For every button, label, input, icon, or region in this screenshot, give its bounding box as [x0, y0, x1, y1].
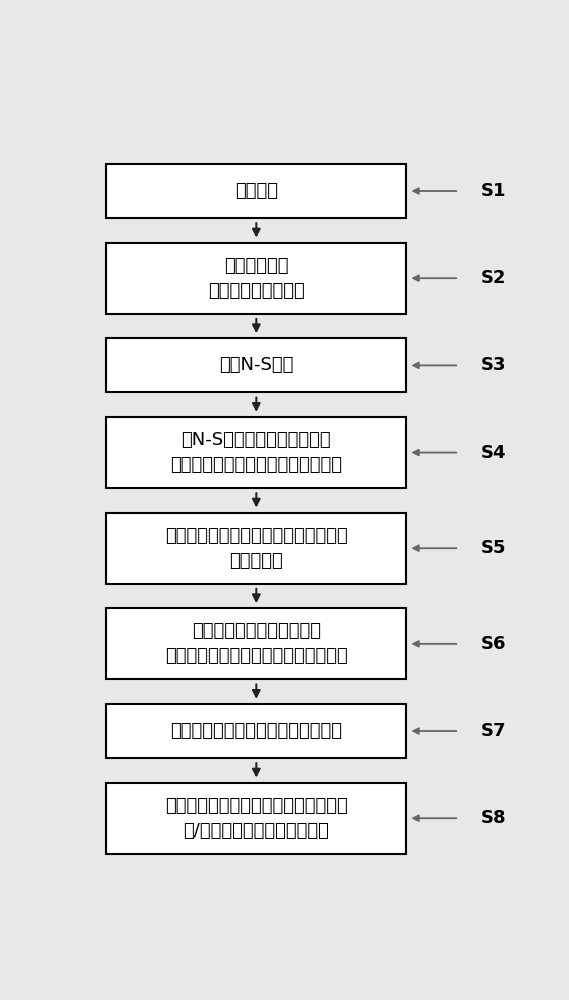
Text: 建立坐标系，
离散化固定区计算域: 建立坐标系， 离散化固定区计算域	[208, 257, 305, 300]
Text: 采集参数: 采集参数	[235, 182, 278, 200]
Text: 建立N-S方程: 建立N-S方程	[219, 356, 294, 374]
Bar	[106, 417, 406, 488]
Text: S4: S4	[481, 444, 507, 462]
Text: S6: S6	[481, 635, 507, 653]
Text: S7: S7	[481, 722, 507, 740]
Text: 计算感兴趣的点的泄漏气体扩散浓度: 计算感兴趣的点的泄漏气体扩散浓度	[170, 722, 343, 740]
Bar	[106, 164, 406, 218]
Bar	[106, 513, 406, 584]
Text: S2: S2	[481, 269, 507, 287]
Text: S1: S1	[481, 182, 507, 200]
Text: S5: S5	[481, 539, 507, 557]
Bar	[106, 783, 406, 854]
Text: 建立泄漏气体扩散浓度分布场与参数间
的函数关系: 建立泄漏气体扩散浓度分布场与参数间 的函数关系	[165, 527, 348, 570]
Text: 求解多个泄漏源时的泄漏气体扩散浓度
和/或泄漏气体扩散浓度分布场: 求解多个泄漏源时的泄漏气体扩散浓度 和/或泄漏气体扩散浓度分布场	[165, 797, 348, 840]
Bar	[106, 608, 406, 679]
Text: S3: S3	[481, 356, 507, 374]
Bar	[106, 243, 406, 314]
Text: 将N-S方程转换为差分形式，
求泄漏气体扩散浓度分布场的数值解: 将N-S方程转换为差分形式， 求泄漏气体扩散浓度分布场的数值解	[170, 431, 343, 474]
Text: S8: S8	[481, 809, 507, 827]
Bar	[106, 338, 406, 392]
Bar	[106, 704, 406, 758]
Text: 对函数关系进行无量纲化，
并确定无量纲化函数关系中的待定系数: 对函数关系进行无量纲化， 并确定无量纲化函数关系中的待定系数	[165, 622, 348, 665]
